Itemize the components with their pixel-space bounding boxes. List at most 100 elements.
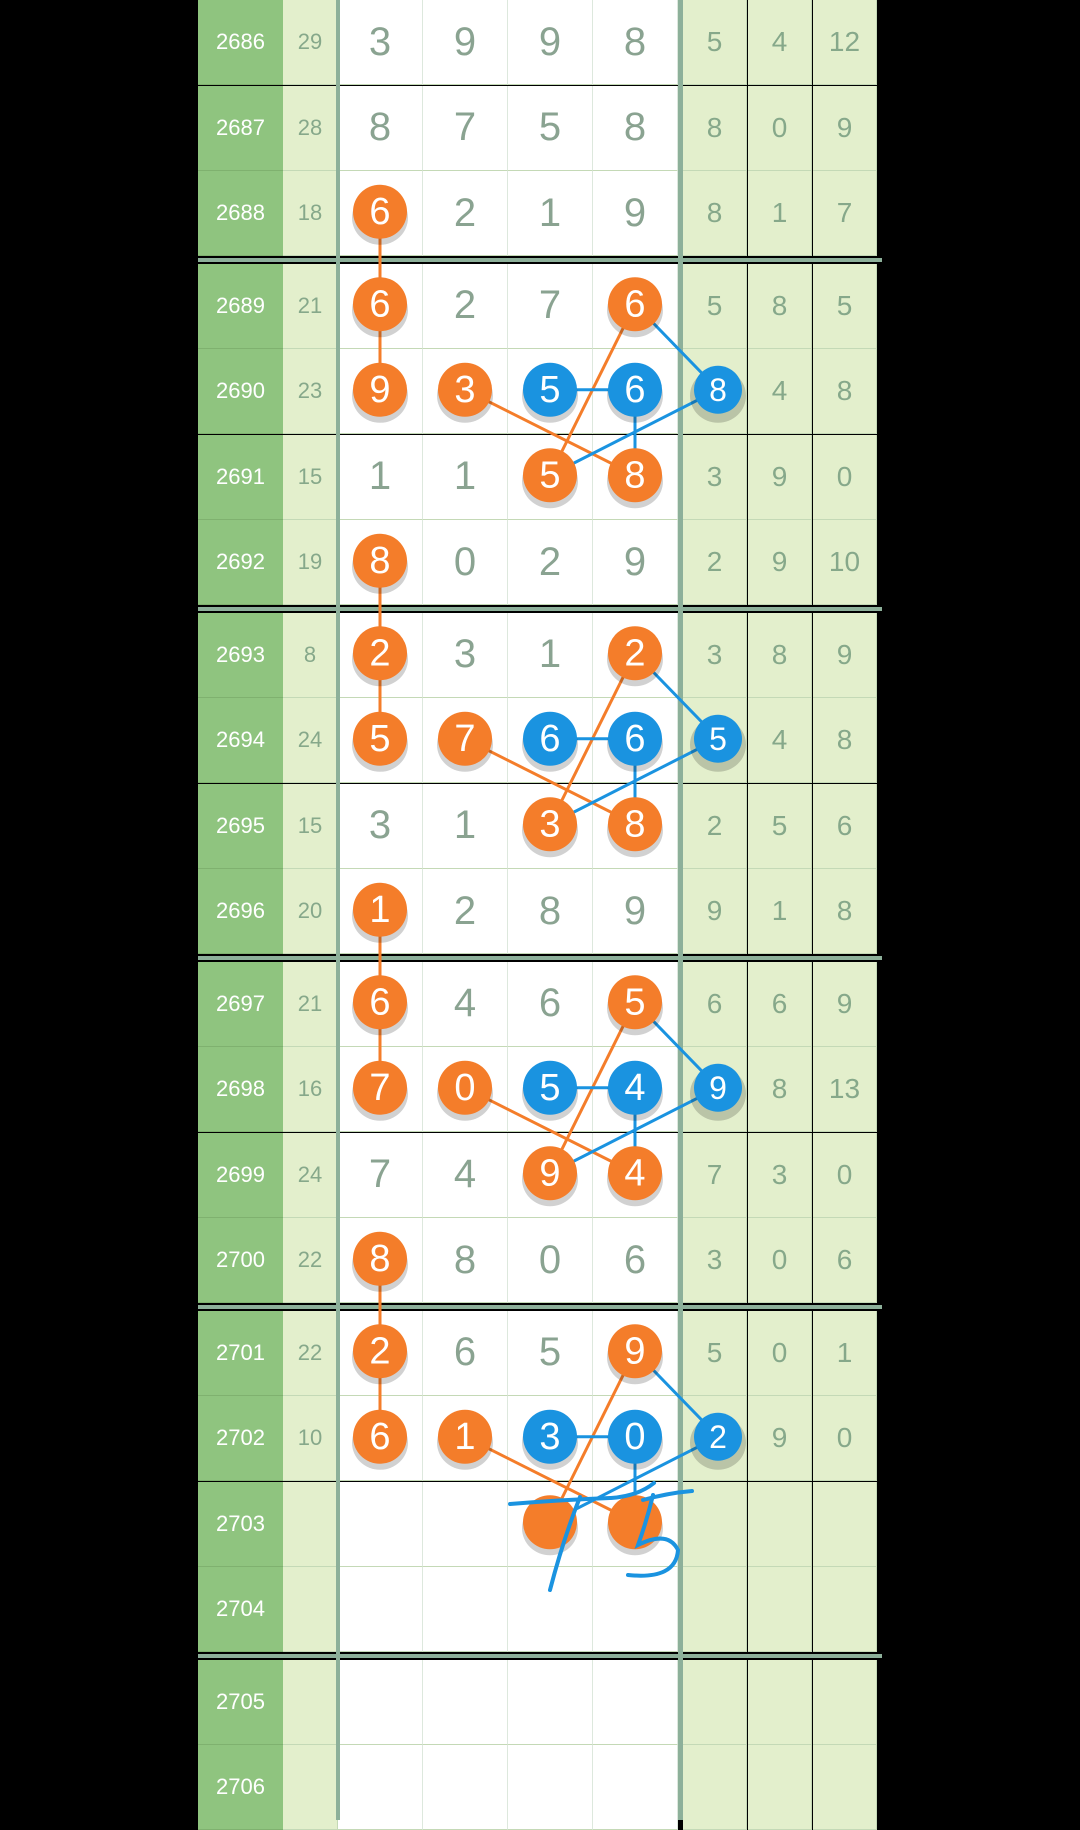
digit-cell-2[interactable]: [423, 1481, 508, 1567]
digit-cell-2[interactable]: 1: [423, 434, 508, 520]
blue-ball[interactable]: 5: [522, 1060, 578, 1121]
orange-ball[interactable]: 3: [437, 362, 493, 423]
orange-ball[interactable]: 8: [607, 448, 663, 509]
blue-ball[interactable]: 6: [607, 711, 663, 772]
ball-number: 0: [624, 1416, 645, 1458]
digit-cell-1[interactable]: 3: [338, 0, 423, 85]
digit-cell-4[interactable]: 9: [593, 869, 678, 954]
ball-number: 8: [369, 1238, 390, 1280]
orange-ball[interactable]: 5: [352, 711, 408, 772]
digit-cell-4[interactable]: 6: [593, 1218, 678, 1303]
digit-cell-2[interactable]: 8: [423, 1218, 508, 1303]
blue-ball[interactable]: 9: [690, 1063, 746, 1121]
digit-cell-1[interactable]: 8: [338, 85, 423, 171]
digit-cell-4[interactable]: 9: [593, 171, 678, 256]
digit-cell-1[interactable]: 1: [338, 434, 423, 520]
tail-cell-2: 0: [748, 1218, 812, 1303]
digit-cell-1[interactable]: 3: [338, 783, 423, 869]
digit-cell-3[interactable]: 8: [508, 869, 593, 954]
digit-cell-2[interactable]: [423, 1659, 508, 1745]
digit-cell-2[interactable]: [423, 1567, 508, 1652]
blue-ball[interactable]: 5: [522, 362, 578, 423]
orange-ball[interactable]: 2: [352, 626, 408, 687]
blue-ball[interactable]: 5: [690, 714, 746, 772]
blue-ball[interactable]: 8: [690, 365, 746, 423]
digit-cell-3[interactable]: [508, 1659, 593, 1745]
digit-cell-2[interactable]: 6: [423, 1310, 508, 1396]
blue-ball[interactable]: 6: [607, 362, 663, 423]
tail-cell-2: 4: [748, 349, 812, 434]
table-row: 2703: [198, 1481, 882, 1567]
ball-number: 6: [624, 283, 645, 325]
tail-cell-3: 8: [813, 698, 877, 783]
orange-ball[interactable]: 3: [522, 797, 578, 858]
blue-ball[interactable]: 3: [522, 1409, 578, 1470]
tail-cell-1: [683, 1481, 747, 1567]
digit-cell-2[interactable]: 0: [423, 520, 508, 605]
orange-ball[interactable]: 6: [352, 975, 408, 1036]
orange-ball[interactable]: [607, 1495, 663, 1556]
orange-ball[interactable]: 5: [607, 975, 663, 1036]
digit-cell-4[interactable]: [593, 1659, 678, 1745]
digit-cell-1[interactable]: [338, 1567, 423, 1652]
orange-ball[interactable]: 1: [437, 1409, 493, 1470]
ball-number: 7: [369, 1067, 390, 1109]
digit-cell-2[interactable]: 4: [423, 961, 508, 1047]
orange-ball[interactable]: 2: [607, 626, 663, 687]
orange-ball[interactable]: 1: [352, 882, 408, 943]
orange-ball[interactable]: 9: [352, 362, 408, 423]
digit-cell-2[interactable]: 9: [423, 0, 508, 85]
digit-cell-2[interactable]: 3: [423, 612, 508, 698]
digit-cell-2[interactable]: [423, 1745, 508, 1830]
digit-cell-4[interactable]: [593, 1567, 678, 1652]
digit-cell-2[interactable]: 4: [423, 1132, 508, 1218]
orange-ball[interactable]: 4: [607, 1146, 663, 1207]
digit-cell-3[interactable]: 5: [508, 1310, 593, 1396]
digit-cell-3[interactable]: 1: [508, 171, 593, 256]
orange-ball[interactable]: 2: [352, 1324, 408, 1385]
blue-ball[interactable]: 0: [607, 1409, 663, 1470]
digit-cell-2[interactable]: 2: [423, 869, 508, 954]
ball-circle: [353, 1060, 407, 1115]
orange-ball[interactable]: 6: [352, 184, 408, 245]
digit-cell-3[interactable]: 1: [508, 612, 593, 698]
digit-cell-4[interactable]: 8: [593, 0, 678, 85]
digit-cell-4[interactable]: 8: [593, 85, 678, 171]
digit-cell-3[interactable]: 2: [508, 520, 593, 605]
issue-number: 2706: [198, 1745, 283, 1830]
orange-ball[interactable]: 6: [607, 277, 663, 338]
orange-ball[interactable]: 6: [352, 277, 408, 338]
digit-cell-2[interactable]: 1: [423, 783, 508, 869]
digit-cell-2[interactable]: 2: [423, 171, 508, 256]
orange-ball[interactable]: 6: [352, 1409, 408, 1470]
tail-cell-3: 10: [813, 520, 877, 605]
digit-cell-3[interactable]: 0: [508, 1218, 593, 1303]
digit-cell-3[interactable]: 5: [508, 85, 593, 171]
ball-circle: [353, 184, 407, 239]
digit-cell-1[interactable]: [338, 1481, 423, 1567]
orange-ball[interactable]: 0: [437, 1060, 493, 1121]
ball-circle: [694, 714, 742, 763]
digit-cell-3[interactable]: [508, 1745, 593, 1830]
digit-cell-3[interactable]: 6: [508, 961, 593, 1047]
digit-cell-2[interactable]: 2: [423, 263, 508, 349]
orange-ball[interactable]: 5: [522, 448, 578, 509]
orange-ball[interactable]: 9: [607, 1324, 663, 1385]
orange-ball[interactable]: 9: [522, 1146, 578, 1207]
digit-cell-2[interactable]: 7: [423, 85, 508, 171]
blue-ball[interactable]: 4: [607, 1060, 663, 1121]
digit-cell-4[interactable]: 9: [593, 520, 678, 605]
digit-cell-1[interactable]: [338, 1745, 423, 1830]
digit-cell-1[interactable]: 7: [338, 1132, 423, 1218]
orange-ball[interactable]: 8: [607, 797, 663, 858]
blue-ball[interactable]: 6: [522, 711, 578, 772]
blue-ball[interactable]: 2: [690, 1412, 746, 1470]
orange-ball[interactable]: 8: [352, 1231, 408, 1292]
digit-cell-1[interactable]: [338, 1659, 423, 1745]
sum-value: 16: [283, 1047, 338, 1132]
orange-ball[interactable]: 7: [437, 711, 493, 772]
orange-ball[interactable]: 8: [352, 533, 408, 594]
orange-ball[interactable]: 7: [352, 1060, 408, 1121]
digit-cell-3[interactable]: 7: [508, 263, 593, 349]
digit-cell-3[interactable]: 9: [508, 0, 593, 85]
